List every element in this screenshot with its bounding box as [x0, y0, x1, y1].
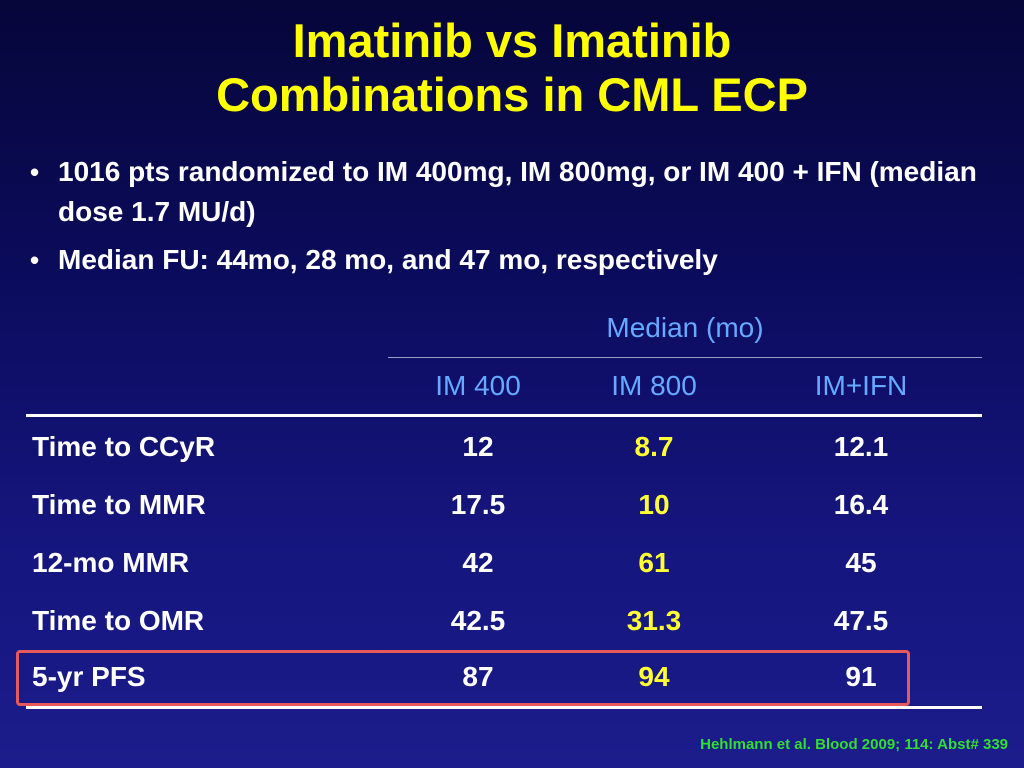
cell-im-ifn: 45 [845, 547, 877, 578]
bullet-dot-icon: • [30, 157, 40, 187]
column-header-im-ifn: IM+IFN [814, 370, 908, 401]
bullet-dot-icon: • [30, 245, 40, 275]
cell-im400: 87 [462, 661, 494, 692]
bullet-text: Median FU: 44mo, 28 mo, and 47 mo, respe… [58, 244, 718, 275]
cell-im-ifn: 47.5 [833, 605, 889, 636]
group-header: Median (mo) [606, 312, 764, 343]
group-header-rule [388, 357, 982, 358]
row-label: Time to CCyR [32, 431, 216, 462]
results-table: Median (mo) IM 400 IM 800 IM+IFN Time to… [16, 306, 982, 716]
row-label: 5-yr PFS [32, 661, 146, 692]
table-row: 12-mo MMR 42 61 45 [26, 534, 982, 592]
cell-im800: 10 [638, 489, 670, 520]
title-line-2: Combinations in CML ECP [216, 68, 808, 121]
column-header-im400: IM 400 [435, 370, 521, 401]
title-line-1: Imatinib vs Imatinib [292, 14, 732, 67]
cell-im400: 42.5 [450, 605, 506, 636]
cell-im400: 42 [462, 547, 494, 578]
row-label: Time to OMR [32, 605, 205, 636]
bullet-text: 1016 pts randomized to IM 400mg, IM 800m… [58, 156, 977, 227]
bullet-list: • 1016 pts randomized to IM 400mg, IM 80… [30, 152, 990, 288]
header-rule [26, 414, 982, 417]
cell-im-ifn: 12.1 [833, 431, 889, 462]
cell-im800: 94 [638, 661, 670, 692]
bottom-rule [26, 706, 982, 709]
table-row: 5-yr PFS 87 94 91 [26, 648, 982, 706]
citation: Hehlmann et al. Blood 2009; 114: Abst# 3… [700, 736, 1008, 753]
cell-im800: 8.7 [634, 431, 674, 462]
table-row: Time to MMR 17.5 10 16.4 [26, 476, 982, 534]
column-header-im800: IM 800 [611, 370, 697, 401]
cell-im-ifn: 91 [845, 661, 877, 692]
row-label: 12-mo MMR [32, 547, 190, 578]
pfs-highlight-box [16, 650, 910, 706]
cell-im800: 61 [638, 547, 670, 578]
row-label: Time to MMR [32, 489, 206, 520]
bullet-item: • 1016 pts randomized to IM 400mg, IM 80… [30, 152, 990, 232]
slide-title: Imatinib vs Imatinib Combinations in CML… [0, 14, 1024, 122]
cell-im-ifn: 16.4 [833, 489, 889, 520]
cell-im400: 12 [462, 431, 494, 462]
bullet-item: • Median FU: 44mo, 28 mo, and 47 mo, res… [30, 240, 990, 280]
table-row: Time to OMR 42.5 31.3 47.5 [26, 592, 982, 650]
cell-im400: 17.5 [450, 489, 506, 520]
table-row: Time to CCyR 12 8.7 12.1 [26, 418, 982, 476]
cell-im800: 31.3 [626, 605, 682, 636]
